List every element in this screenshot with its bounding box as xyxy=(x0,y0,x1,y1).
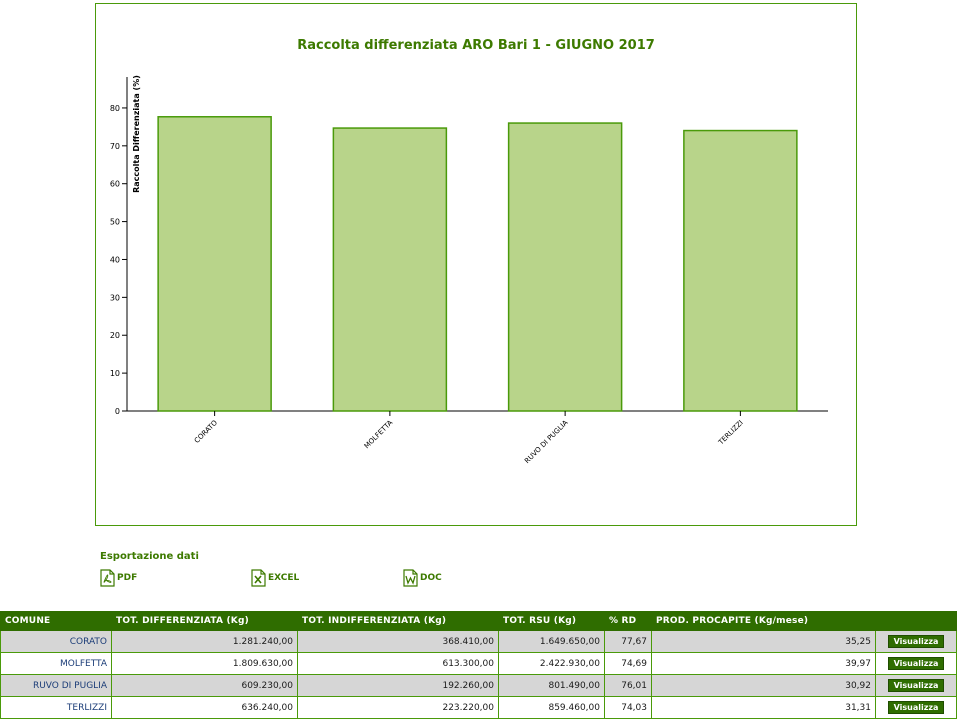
bar-corato xyxy=(157,116,272,412)
export-pdf-link[interactable]: PDF xyxy=(100,569,137,587)
cell-action: Visualizza xyxy=(875,652,957,675)
cell-procapite: 30,92 xyxy=(651,674,876,697)
cell-indifferenziata: 613.300,00 xyxy=(297,652,499,675)
y-tick-label: 20 xyxy=(110,331,120,340)
visualizza-button[interactable]: Visualizza xyxy=(887,657,945,670)
export-title: Esportazione dati xyxy=(100,551,199,562)
table-row: RUVO DI PUGLIA 609.230,00 192.260,00 801… xyxy=(0,674,957,697)
x-tick-label: RUVO DI PUGLIA xyxy=(523,419,570,466)
header-comune[interactable]: COMUNE xyxy=(0,611,112,631)
y-tick-label: 50 xyxy=(110,218,120,227)
data-table: COMUNE TOT. DIFFERENZIATA (Kg) TOT. INDI… xyxy=(0,611,957,719)
cell-comune: RUVO DI PUGLIA xyxy=(0,674,112,697)
export-pdf-label: PDF xyxy=(117,573,138,583)
cell-comune: TERLIZZI xyxy=(0,696,112,719)
cell-comune: CORATO xyxy=(0,630,112,653)
cell-action: Visualizza xyxy=(875,696,957,719)
bar-molfetta xyxy=(332,127,448,412)
cell-rsu: 801.490,00 xyxy=(498,674,605,697)
header-tot-differenziata[interactable]: TOT. DIFFERENZIATA (Kg) xyxy=(111,611,298,631)
table-row: TERLIZZI 636.240,00 223.220,00 859.460,0… xyxy=(0,696,957,719)
y-tick-label: 30 xyxy=(110,293,120,302)
cell-procapite: 31,31 xyxy=(651,696,876,719)
bar-ruvo-di-puglia xyxy=(507,122,623,412)
y-tick-label: 0 xyxy=(115,407,120,416)
excel-file-icon xyxy=(251,569,266,587)
cell-differenziata: 1.809.630,00 xyxy=(111,652,298,675)
cell-rd: 74,69 xyxy=(604,652,652,675)
cell-action: Visualizza xyxy=(875,674,957,697)
x-tick-label: CORATO xyxy=(193,418,220,445)
cell-differenziata: 636.240,00 xyxy=(111,696,298,719)
pdf-file-icon xyxy=(100,569,115,587)
cell-action: Visualizza xyxy=(875,630,957,653)
x-tick-label: TERLIZZI xyxy=(716,419,744,447)
header-tot-rsu[interactable]: TOT. RSU (Kg) xyxy=(498,611,605,631)
chart-title: Raccolta differenziata ARO Bari 1 - GIUG… xyxy=(297,38,655,53)
cell-indifferenziata: 368.410,00 xyxy=(297,630,499,653)
header-prod-procapite[interactable]: PROD. PROCAPITE (Kg/mese) xyxy=(651,611,876,631)
export-excel-link[interactable]: EXCEL xyxy=(251,569,299,587)
y-tick-label: 80 xyxy=(110,104,120,113)
cell-procapite: 39,97 xyxy=(651,652,876,675)
export-doc-link[interactable]: DOC xyxy=(403,569,442,587)
cell-indifferenziata: 192.260,00 xyxy=(297,674,499,697)
cell-rsu: 859.460,00 xyxy=(498,696,605,719)
header-percent-rd[interactable]: % RD xyxy=(604,611,652,631)
export-doc-label: DOC xyxy=(420,573,442,583)
table-header-row: COMUNE TOT. DIFFERENZIATA (Kg) TOT. INDI… xyxy=(0,611,957,631)
table-row: MOLFETTA 1.809.630,00 613.300,00 2.422.9… xyxy=(0,652,957,675)
table-row: CORATO 1.281.240,00 368.410,00 1.649.650… xyxy=(0,630,957,653)
export-excel-label: EXCEL xyxy=(268,573,300,583)
visualizza-button[interactable]: Visualizza xyxy=(887,679,945,692)
cell-differenziata: 609.230,00 xyxy=(111,674,298,697)
export-section: Esportazione dati PDF EXCEL DOC xyxy=(100,551,600,591)
bar-terlizzi xyxy=(683,129,798,412)
cell-rd: 76,01 xyxy=(604,674,652,697)
cell-differenziata: 1.281.240,00 xyxy=(111,630,298,653)
chart-container: Raccolta differenziata ARO Bari 1 - GIUG… xyxy=(95,3,857,526)
y-tick-label: 40 xyxy=(110,255,120,264)
cell-rsu: 2.422.930,00 xyxy=(498,652,605,675)
header-tot-indifferenziata[interactable]: TOT. INDIFFERENZIATA (Kg) xyxy=(297,611,499,631)
cell-rd: 77,67 xyxy=(604,630,652,653)
cell-indifferenziata: 223.220,00 xyxy=(297,696,499,719)
visualizza-button[interactable]: Visualizza xyxy=(887,635,945,648)
header-action xyxy=(875,611,957,631)
cell-procapite: 35,25 xyxy=(651,630,876,653)
y-tick-label: 10 xyxy=(110,369,120,378)
y-axis-label: Raccolta Differenziata (%) xyxy=(132,75,141,193)
cell-rd: 74,03 xyxy=(604,696,652,719)
x-tick-label: MOLFETTA xyxy=(363,419,395,451)
cell-rsu: 1.649.650,00 xyxy=(498,630,605,653)
cell-comune: MOLFETTA xyxy=(0,652,112,675)
visualizza-button[interactable]: Visualizza xyxy=(887,701,945,714)
y-tick-label: 60 xyxy=(110,180,120,189)
bar-chart: Raccolta differenziata ARO Bari 1 - GIUG… xyxy=(110,38,828,466)
y-tick-label: 70 xyxy=(110,142,120,151)
word-file-icon xyxy=(403,569,418,587)
